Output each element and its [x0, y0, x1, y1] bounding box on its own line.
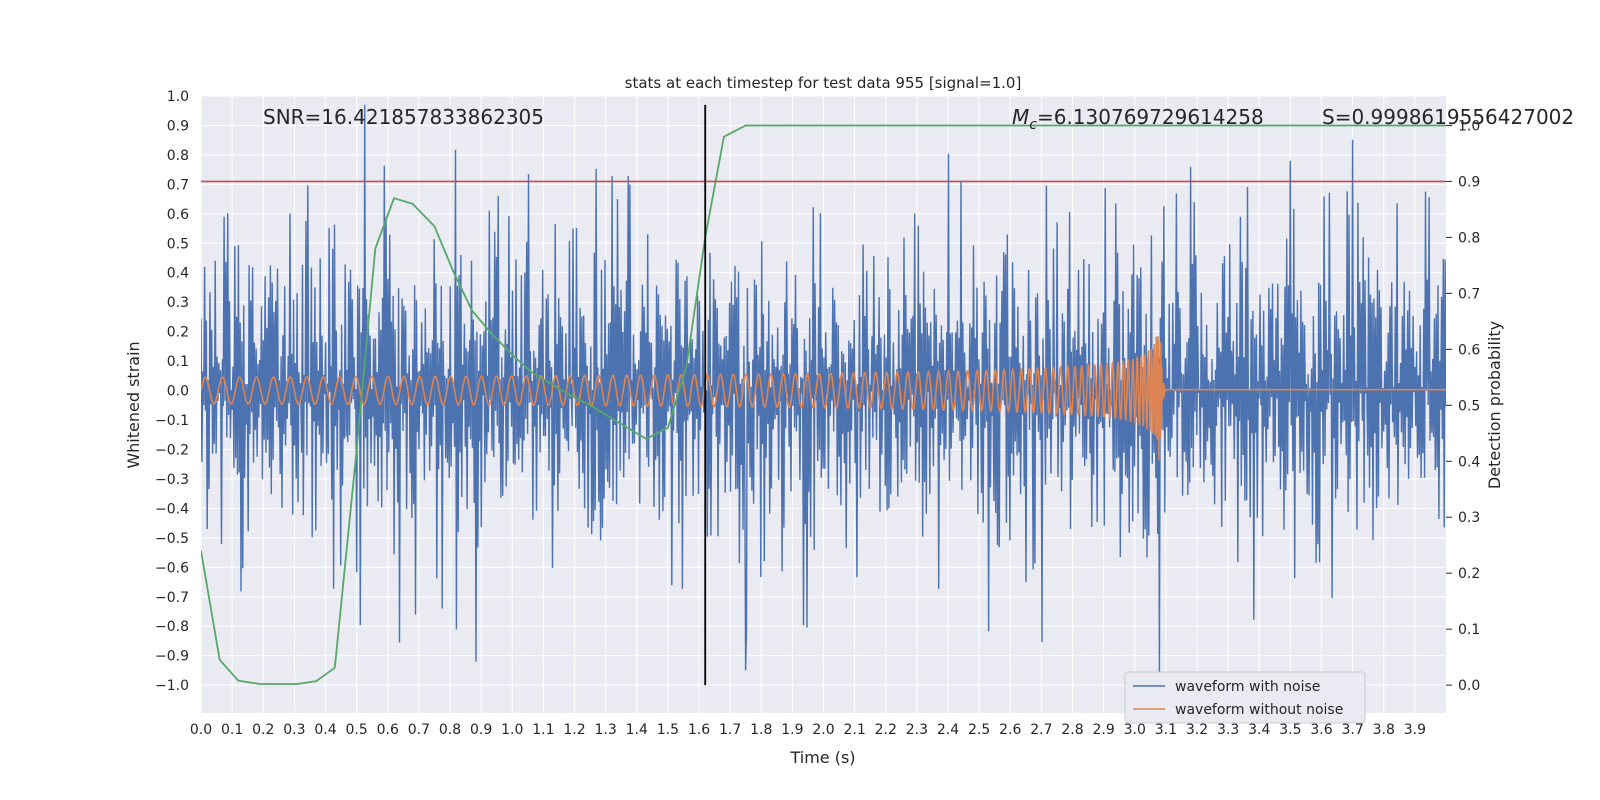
y-tick-label: 0.8: [167, 148, 189, 164]
legend-label-noise: waveform with noise: [1175, 679, 1320, 695]
y-tick-label: 0.9: [167, 118, 189, 134]
y-tick-label: −0.9: [155, 649, 189, 665]
y-tick-label: 0.7: [167, 177, 189, 193]
x-tick-label: 2.3: [906, 722, 928, 738]
x-tick-label: 0.4: [314, 722, 336, 738]
x-tick-label: 2.5: [968, 722, 990, 738]
x-tick-label: 1.8: [750, 722, 772, 738]
y-tick-label: −0.2: [155, 442, 189, 458]
y-axis-label: Whitened strain: [124, 341, 143, 468]
x-tick-label: 3.9: [1404, 722, 1426, 738]
x-tick-label: 1.9: [781, 722, 803, 738]
series-waveform-without-noise: [201, 336, 1446, 461]
y2-tick-label: 0.3: [1458, 510, 1480, 526]
x-tick-label: 0.0: [190, 722, 212, 738]
x-tick-label: 1.0: [501, 722, 523, 738]
x-tick-label: 3.1: [1155, 722, 1177, 738]
legend: waveform with noise waveform without noi…: [1124, 671, 1366, 724]
chirp-mass-subscript: c: [1029, 117, 1037, 133]
x-tick-label: 3.7: [1341, 722, 1363, 738]
chirp-mass-symbol: M: [1012, 105, 1029, 129]
y2-tick-label: 0.8: [1458, 230, 1480, 246]
y-tick-label: 0.4: [167, 266, 189, 282]
x-tick-label: 1.7: [719, 722, 741, 738]
y2-tick-label: 0.9: [1458, 174, 1480, 190]
x-tick-label: 3.4: [1248, 722, 1270, 738]
x-tick-label: 1.3: [594, 722, 616, 738]
x-tick-label: 2.6: [999, 722, 1021, 738]
x-axis-label: Time (s): [789, 748, 855, 767]
x-tick-label: 1.5: [657, 722, 679, 738]
y-tick-label: 0.1: [167, 354, 189, 370]
x-tick-label: 2.1: [843, 722, 865, 738]
x-tick-label: 3.3: [1217, 722, 1239, 738]
x-tick-label: 0.9: [470, 722, 492, 738]
y2-axis-label: Detection probability: [1485, 321, 1504, 489]
x-tick-label: 0.6: [377, 722, 399, 738]
x-tick-label: 3.0: [1124, 722, 1146, 738]
y-tick-label: −0.5: [155, 531, 189, 547]
chart-title: stats at each timestep for test data 955…: [625, 74, 1022, 92]
series-detection-probability: [201, 124, 1446, 685]
x-tick-label: 2.7: [1030, 722, 1052, 738]
x-tick-label: 3.6: [1310, 722, 1332, 738]
x-tick-label: 0.7: [408, 722, 430, 738]
x-axis-ticks: 0.0 0.1 0.2 0.3 0.4 0.5 0.6 0.7 0.8 0.9 1.0 1.1 1.2 1…: [190, 722, 1426, 738]
y2-tick-label: 0.5: [1458, 398, 1480, 414]
legend-label-clean: waveform without noise: [1175, 702, 1343, 718]
x-tick-label: 3.2: [1186, 722, 1208, 738]
legend-box: [1124, 671, 1366, 724]
x-tick-label: 0.2: [252, 722, 274, 738]
y-tick-label: −0.4: [155, 501, 189, 517]
x-tick-label: 2.4: [937, 722, 959, 738]
x-tick-label: 1.2: [563, 722, 585, 738]
y-tick-label: 0.3: [167, 295, 189, 311]
y-tick-label: −0.1: [155, 413, 189, 429]
series-waveform-with-noise: [201, 104, 1446, 680]
y-axis-ticks: 1.0 0.9 0.8 0.7 0.6 0.5 0.4 0.3 0.2 0.1 0.0 −0.1 −0.…: [155, 89, 189, 694]
y2-tick-label: 0.4: [1458, 454, 1480, 470]
x-tick-label: 2.8: [1061, 722, 1083, 738]
y2-tick-label: 0.0: [1458, 678, 1480, 694]
significance-annotation: S=0.9998619556427002: [1322, 105, 1574, 129]
x-tick-label: 2.9: [1092, 722, 1114, 738]
y2-tick-label: 0.7: [1458, 286, 1480, 302]
x-tick-label: 1.1: [532, 722, 554, 738]
x-tick-label: 0.8: [439, 722, 461, 738]
y2-tick-label: 0.6: [1458, 342, 1480, 358]
x-tick-label: 1.6: [688, 722, 710, 738]
y-tick-label: −1.0: [155, 678, 189, 694]
y2-tick-label: 1.0: [1458, 118, 1480, 134]
y2-tick-label: 0.1: [1458, 622, 1480, 638]
y-tick-label: 0.0: [167, 384, 189, 400]
y2-axis-ticks: 1.0 0.9 0.8 0.7 0.6 0.5 0.4 0.3 0.2 0.1 0.0: [1446, 118, 1480, 694]
y-tick-label: −0.3: [155, 472, 189, 488]
y2-tick-label: 0.2: [1458, 566, 1480, 582]
chirp-mass-annotation: Mc=6.130769729614258: [1012, 105, 1264, 133]
chirp-mass-value: =6.130769729614258: [1037, 105, 1264, 129]
x-tick-label: 3.8: [1373, 722, 1395, 738]
x-tick-label: 0.3: [283, 722, 305, 738]
y-tick-label: −0.7: [155, 590, 189, 606]
x-tick-label: 2.2: [875, 722, 897, 738]
x-tick-label: 3.5: [1279, 722, 1301, 738]
y-tick-label: −0.8: [155, 619, 189, 635]
y-tick-label: −0.6: [155, 560, 189, 576]
y-tick-label: 1.0: [167, 89, 189, 105]
snr-annotation: SNR=16.421857833862305: [263, 105, 544, 129]
x-tick-label: 1.4: [626, 722, 648, 738]
x-tick-label: 0.5: [345, 722, 367, 738]
x-tick-label: 2.0: [812, 722, 834, 738]
y-tick-label: 0.2: [167, 325, 189, 341]
y-tick-label: 0.5: [167, 236, 189, 252]
y-tick-label: 0.6: [167, 207, 189, 223]
x-tick-label: 0.1: [221, 722, 243, 738]
